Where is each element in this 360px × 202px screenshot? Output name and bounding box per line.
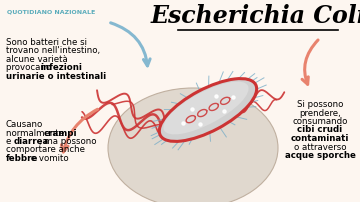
Text: crampi: crampi xyxy=(44,128,77,138)
Text: diarrea: diarrea xyxy=(14,137,49,146)
Text: cibi crudi: cibi crudi xyxy=(297,125,343,135)
Text: prendere,: prendere, xyxy=(299,108,341,118)
Text: consumando: consumando xyxy=(292,117,348,126)
Text: comportare anche: comportare anche xyxy=(6,145,85,155)
Text: e vomito: e vomito xyxy=(28,154,69,163)
Text: alcune varietà: alcune varietà xyxy=(6,55,68,64)
Ellipse shape xyxy=(159,79,257,141)
Text: trovano nell'intestino,: trovano nell'intestino, xyxy=(6,46,100,56)
Text: infezioni: infezioni xyxy=(40,63,82,73)
Text: contaminati: contaminati xyxy=(291,134,349,143)
Text: Sono batteri che si: Sono batteri che si xyxy=(6,38,87,47)
Text: febbre: febbre xyxy=(6,154,39,163)
Text: urinarie o intestinali: urinarie o intestinali xyxy=(6,72,106,81)
Text: , ma possono: , ma possono xyxy=(39,137,96,146)
Text: normalmente: normalmente xyxy=(6,128,67,138)
Text: o attraverso: o attraverso xyxy=(294,142,346,152)
Text: Escherichia Coli: Escherichia Coli xyxy=(150,4,360,28)
Text: QUOTIDIANO NAZIONALE: QUOTIDIANO NAZIONALE xyxy=(7,9,95,14)
Ellipse shape xyxy=(163,82,249,134)
Text: Si possono: Si possono xyxy=(297,100,343,109)
Text: acque sporche: acque sporche xyxy=(284,151,355,160)
Text: Causano: Causano xyxy=(6,120,43,129)
Ellipse shape xyxy=(108,88,278,202)
Text: e: e xyxy=(6,137,14,146)
Text: provocano: provocano xyxy=(6,63,54,73)
